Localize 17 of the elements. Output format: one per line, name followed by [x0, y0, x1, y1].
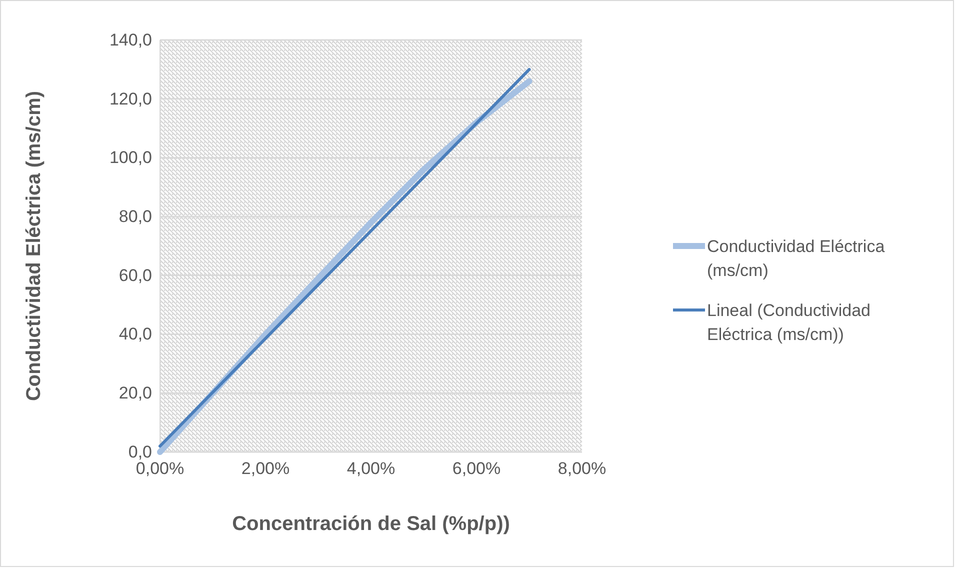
- y-tick-label: 120,0: [109, 89, 152, 108]
- y-tick-label: 0,0: [128, 442, 152, 462]
- x-tick-label: 6,00%: [452, 459, 501, 478]
- legend-label: Conductividad Eléctrica (ms/cm): [707, 237, 886, 280]
- x-axis-title: Concentración de Sal (%p/p)): [232, 513, 510, 535]
- x-tick-label: 0,00%: [136, 459, 184, 478]
- y-tick-label: 60,0: [118, 266, 152, 285]
- y-tick-label: 40,0: [118, 324, 152, 344]
- y-tick-label: 80,0: [118, 207, 152, 226]
- y-tick-label: 140,0: [109, 30, 152, 50]
- x-tick-label: 8,00%: [558, 459, 606, 478]
- x-tick-label: 4,00%: [346, 459, 396, 478]
- y-tick-label: 20,0: [118, 384, 152, 403]
- legend-label: Lineal (Conductividad Eléctrica (ms/cm)): [707, 301, 870, 344]
- y-axis-title: Conductividad Eléctrica (ms/cm): [23, 90, 45, 402]
- y-tick-label: 100,0: [109, 148, 152, 168]
- x-tick-label: 2,00%: [241, 459, 290, 478]
